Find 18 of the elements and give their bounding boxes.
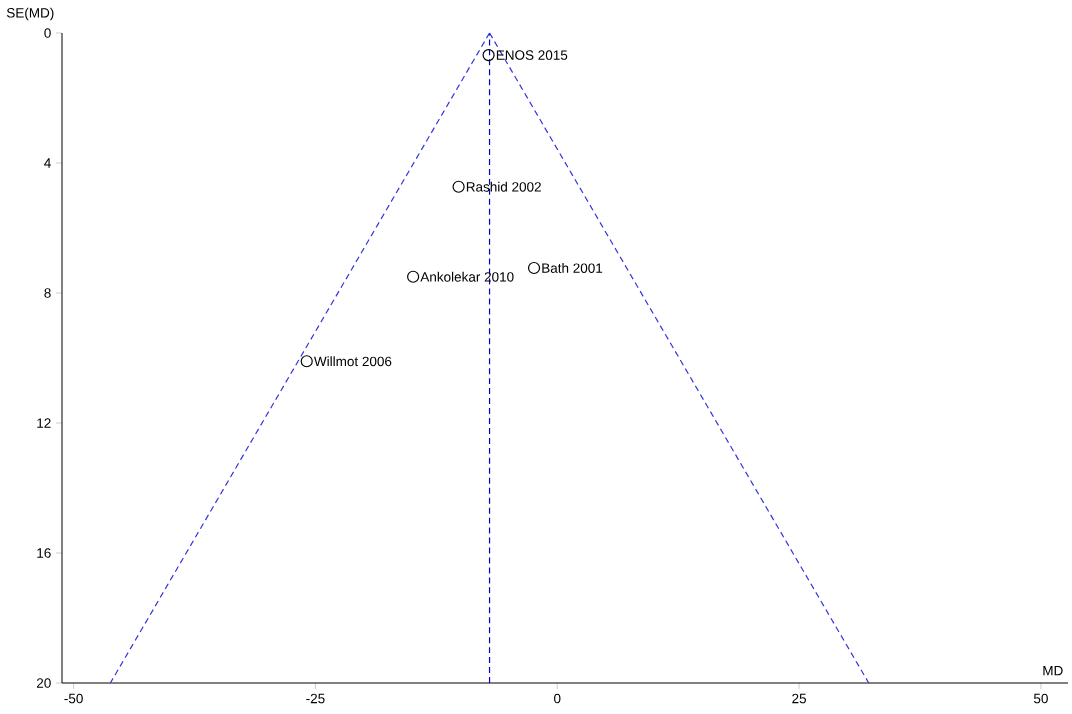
y-tick-label: 8: [44, 288, 51, 298]
y-axis-title: SE(MD): [6, 7, 54, 21]
x-tick-label: 0: [554, 693, 561, 704]
annotation: Ankolekar 2010: [420, 271, 514, 282]
annotation: Rashid 2002: [466, 181, 541, 192]
x-tick-label: 50: [1033, 693, 1048, 704]
y-tick-label: 20: [36, 678, 51, 688]
y-tick-label: 4: [44, 158, 51, 168]
x-tick-label: -50: [64, 693, 83, 704]
x-tick-label: -25: [306, 693, 325, 704]
y-tick-label: 16: [37, 548, 51, 558]
annotation: ENOS 2015: [496, 50, 568, 60]
x-axis-title: MD: [1043, 666, 1063, 676]
annotation: Bath 2001: [542, 263, 603, 273]
y-tick-label: 0: [44, 28, 51, 38]
x-tick-label: 25: [792, 693, 807, 704]
y-tick-label: 12: [37, 418, 51, 428]
annotation: Willmot 2006: [313, 356, 392, 367]
